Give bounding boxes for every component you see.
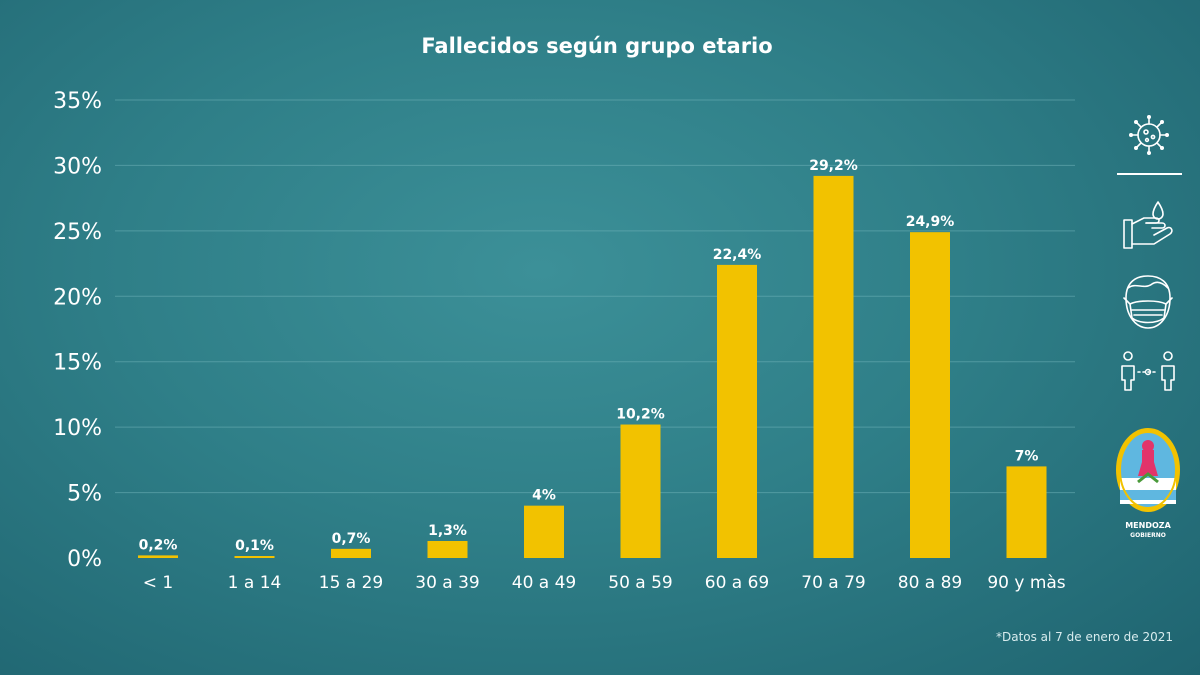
chart-title: Fallecidos según grupo etario [421, 34, 772, 58]
x-tick-label: 15 a 29 [319, 573, 384, 593]
bar [1006, 466, 1047, 558]
data-label: 7% [1015, 448, 1039, 464]
footnote: *Datos al 7 de enero de 2021 [996, 630, 1173, 644]
virus-icon [1129, 115, 1169, 155]
data-label: 0,2% [139, 537, 178, 553]
bars [138, 175, 1047, 558]
data-label: 4% [532, 488, 556, 504]
data-labels: 0,2% 0,1% 0,7% 1,3% 4% 10,2% 22,4% 29,2% 24,9% 7% [139, 158, 1039, 554]
y-tick-label: 20% [53, 285, 102, 310]
x-tick-label: < 1 [143, 573, 173, 593]
x-tick-label: 70 a 79 [801, 573, 866, 593]
y-tick-label: 10% [53, 416, 102, 441]
x-tick-label: 40 a 49 [512, 573, 577, 593]
gridlines [115, 99, 1075, 494]
logo-line1: MENDOZA [1125, 521, 1171, 530]
x-tick-label: 60 a 69 [705, 573, 770, 593]
y-tick-label: 5% [67, 482, 102, 507]
x-tick-label: 50 a 59 [608, 573, 673, 593]
y-tick-label: 35% [53, 89, 102, 114]
y-tick-label: 15% [53, 351, 102, 376]
bar [813, 175, 854, 558]
bar [620, 424, 661, 558]
data-label: 29,2% [809, 158, 858, 174]
bar [910, 232, 950, 558]
x-tick-label: 1 a 14 [228, 573, 282, 593]
data-label: 0,1% [235, 538, 274, 554]
y-axis: 0% 5% 10% 15% 20% 25% 30% 35% [53, 89, 102, 572]
bar [234, 556, 275, 558]
data-label: 1,3% [428, 523, 467, 539]
sidebar-icons: MENDOZA GOBIERNO [1116, 115, 1182, 539]
x-tick-label: 90 y màs [987, 573, 1065, 593]
x-tick-label: 30 a 39 [415, 573, 480, 593]
face-mask-icon [1123, 275, 1173, 329]
data-label: 10,2% [616, 407, 665, 423]
y-tick-label: 25% [53, 220, 102, 245]
data-label: 0,7% [332, 531, 371, 547]
logo-line2: GOBIERNO [1130, 532, 1166, 539]
bar [524, 505, 564, 558]
y-tick-label: 30% [53, 154, 102, 179]
bar [331, 548, 371, 558]
data-label: 24,9% [906, 214, 955, 230]
mendoza-gobierno-logo: MENDOZA GOBIERNO [1116, 428, 1180, 539]
bar [138, 555, 178, 558]
x-tick-label: 80 a 89 [898, 573, 963, 593]
data-label: 22,4% [713, 247, 762, 263]
social-distance-icon [1121, 351, 1175, 391]
handwash-icon [1123, 201, 1173, 249]
bar [427, 540, 468, 558]
bar [717, 264, 757, 558]
y-tick-label: 0% [67, 547, 102, 572]
x-axis: < 1 1 a 14 15 a 29 30 a 39 40 a 49 50 a 59 60 … [143, 573, 1066, 593]
